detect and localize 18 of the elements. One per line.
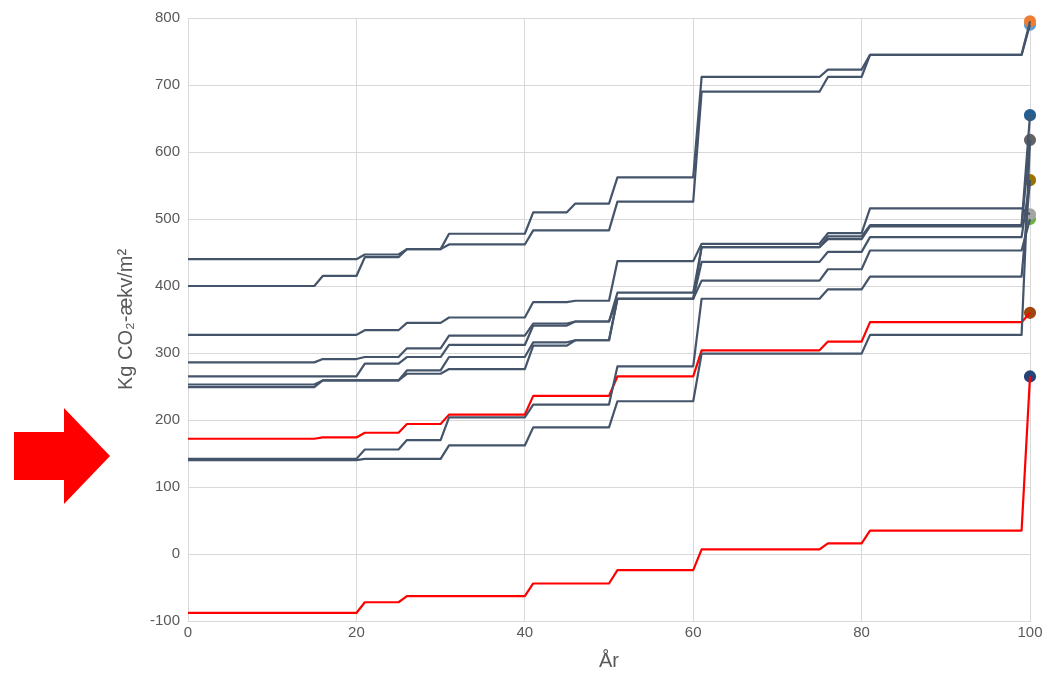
- x-tick-label: 0: [183, 623, 193, 641]
- y-tick-label: 100: [154, 477, 181, 495]
- x-axis-title: År: [599, 648, 620, 671]
- y-tick-label: 300: [154, 343, 181, 361]
- y-tick-label: 400: [154, 276, 181, 294]
- y-axis-title: Kg CO₂-ækv/m²: [113, 248, 136, 391]
- x-tick-label: 80: [853, 623, 870, 641]
- y-tick-label: 0: [171, 544, 181, 562]
- x-tick-label: 60: [684, 623, 702, 641]
- y-tick-label: 700: [154, 75, 181, 93]
- y-tick-label: 500: [154, 209, 181, 227]
- y-tick-label: 800: [154, 8, 181, 26]
- y-tick-label: 600: [154, 142, 181, 160]
- y-tick-label: -100: [149, 611, 181, 629]
- x-tick-label: 40: [516, 623, 534, 641]
- x-tick-label: 20: [348, 623, 365, 641]
- y-tick-label: 200: [154, 410, 181, 428]
- x-tick-label: 100: [1017, 623, 1043, 641]
